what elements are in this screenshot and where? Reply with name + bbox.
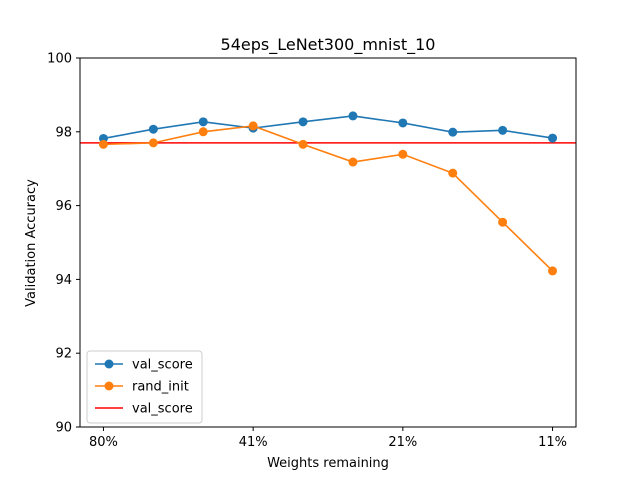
series-line-0: [103, 115, 553, 140]
y-tick-label-4: 98: [55, 125, 72, 140]
y-tick-label-2: 94: [55, 273, 72, 288]
legend: val_score rand_init val_score: [86, 350, 203, 424]
y-tick-label-5: 100: [47, 52, 72, 67]
series-1-point-5: [348, 157, 358, 167]
series-0-point-2: [198, 117, 208, 127]
legend-label-0: val_score: [132, 358, 193, 373]
series-1-point-2: [198, 127, 208, 137]
series-1-point-1: [148, 138, 158, 148]
legend-label-2: val_score: [132, 402, 193, 417]
series-line-1: [103, 125, 554, 272]
series-1-point-0: [98, 139, 108, 149]
series-1-point-4: [298, 139, 308, 149]
series-1-point-3: [248, 121, 258, 131]
series-1-point-8: [498, 217, 508, 227]
legend-box: [86, 350, 203, 424]
x-tick-label-2: 21%: [388, 435, 417, 450]
series-1-point-7: [448, 168, 458, 178]
plot-area: 90 92 94 96 98 100 80% 41% 21% 11%: [47, 52, 577, 450]
series-1-point-9: [548, 266, 558, 276]
legend-swatch-marker-0: [104, 359, 114, 369]
y-tick-label-0: 90: [55, 421, 72, 436]
axes-frame: [79, 57, 577, 428]
legend-swatch-marker-1: [104, 381, 114, 391]
y-tick-label-1: 92: [55, 347, 72, 362]
series-0-point-9: [548, 133, 558, 143]
x-tick-label-3: 11%: [538, 435, 567, 450]
series-0-point-4: [298, 117, 308, 127]
x-tick-label-1: 41%: [239, 435, 268, 450]
y-tick-label-3: 96: [55, 199, 72, 214]
series-0-point-6: [398, 118, 408, 128]
legend-label-1: rand_init: [132, 380, 189, 395]
series-0-point-1: [148, 124, 158, 134]
series-0-point-8: [498, 125, 508, 135]
series-1-point-6: [398, 149, 408, 159]
chart-title: 54eps_LeNet300_mnist_10: [221, 35, 436, 55]
series-0-point-7: [448, 127, 458, 137]
y-axis-label: Validation Accuracy: [24, 179, 39, 307]
x-tick-label-0: 80%: [89, 435, 118, 450]
x-axis-label: Weights remaining: [267, 456, 389, 471]
series-0-point-5: [348, 111, 358, 121]
